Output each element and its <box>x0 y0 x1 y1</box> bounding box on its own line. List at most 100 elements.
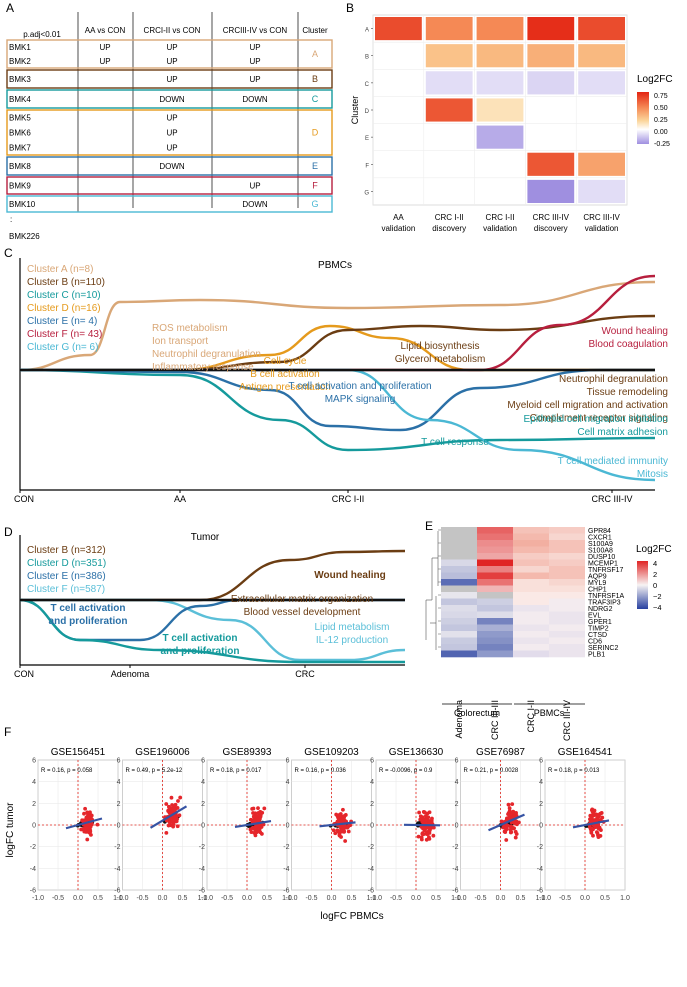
heatmap-cell <box>441 644 477 651</box>
y-tick-label: 0 <box>32 823 36 830</box>
direction-label: UP <box>99 43 110 52</box>
x-tick-label: -0.5 <box>559 895 571 902</box>
x-tick-label: -1.0 <box>201 895 213 902</box>
y-axis-label: Cluster <box>350 96 360 125</box>
legend-entry: Cluster A (n=8) <box>27 264 93 275</box>
data-point <box>333 831 338 836</box>
heatmap-cell <box>441 598 477 606</box>
annotation-text: Cell cycle <box>264 356 307 367</box>
heatmap-cell <box>425 44 473 68</box>
heatmap-cell <box>578 17 625 41</box>
cluster-row-box <box>6 176 333 195</box>
data-point <box>169 795 174 800</box>
legend-tick: 2 <box>653 570 657 579</box>
x-tick-label: -1.0 <box>116 895 128 902</box>
data-point <box>341 807 345 812</box>
dataset-title: GSE136630 <box>389 747 444 758</box>
x-tick-label: -0.5 <box>52 895 64 902</box>
gene-label: MCEMP1 <box>588 561 618 568</box>
x-tick-label: 0.0 <box>158 895 168 902</box>
heatmap-cell <box>477 572 513 580</box>
heatmap-cell <box>578 179 625 203</box>
y-tick-label: -2 <box>199 844 205 851</box>
table-header: CRCI-II vs CON <box>144 26 201 35</box>
direction-label: UP <box>166 129 177 138</box>
cluster-row-box <box>6 89 333 109</box>
heatmap-cell <box>513 644 549 651</box>
heatmap-cell <box>527 44 575 68</box>
gene-label: EVL <box>588 613 601 620</box>
correlation-stat: R = 0.16, p = 0.058 <box>41 768 93 774</box>
data-point <box>251 814 256 819</box>
direction-label: UP <box>166 75 177 84</box>
heatmap-cell <box>441 566 477 573</box>
data-point <box>510 802 515 807</box>
heatmap-cell <box>513 585 549 593</box>
x-tick-label: 1.0 <box>451 895 461 902</box>
data-point <box>503 830 508 835</box>
heatmap-cell <box>549 605 585 612</box>
annotation-text: T cell response <box>421 437 489 448</box>
annotation-text: and proliferation <box>161 646 240 657</box>
heatmap-cell <box>375 17 422 41</box>
y-tick-label: -6 <box>30 888 36 895</box>
legend-tick: 4 <box>653 559 657 568</box>
x-tick-label: 1.0 <box>198 895 208 902</box>
y-tick-label: -2 <box>537 844 543 851</box>
gene-label: CXCR1 <box>588 535 612 542</box>
data-point <box>251 806 256 811</box>
heatmap-cell <box>477 624 513 632</box>
gene-label: PLB1 <box>588 652 605 659</box>
panel-letter-d: D <box>4 525 13 539</box>
x-tick-label: 1.0 <box>113 895 123 902</box>
gene-label: CD6 <box>588 639 602 646</box>
panel-a: Ap.adj<0.01 AA vs CON CRCI-II vs CON CRCIII… <box>6 1 333 241</box>
heatmap-cell <box>441 611 477 619</box>
data-point <box>167 820 172 825</box>
annotation-text: T cell activation and proliferation <box>288 381 431 392</box>
data-point <box>337 833 342 837</box>
heatmap-cell <box>527 179 575 203</box>
table-header: CRCIII-IV vs CON <box>223 26 288 35</box>
heatmap-cell <box>476 44 524 68</box>
legend-title: Log2FC <box>637 74 673 85</box>
gene-label: BMK8 <box>9 162 31 171</box>
table-header: Cluster <box>302 26 328 35</box>
heatmap-cell <box>513 637 549 645</box>
gene-label: GPER1 <box>588 619 612 626</box>
gene-label: S100A8 <box>588 548 613 555</box>
x-tick-label: -1.0 <box>285 895 297 902</box>
heatmap-cell <box>549 533 585 541</box>
legend-colorbar <box>637 92 649 144</box>
y-tick-label: 6 <box>201 758 205 765</box>
data-point <box>421 832 426 837</box>
x-tick-label: CRC I-II <box>332 494 365 504</box>
cluster-row-box <box>6 195 333 213</box>
data-point <box>590 812 595 817</box>
column-label: discovery <box>534 224 568 233</box>
heatmap-cell <box>441 527 477 534</box>
data-point <box>336 819 341 824</box>
heatmap-cell <box>477 650 513 658</box>
x-tick-label: 0.5 <box>178 895 188 902</box>
correlation-stat: R = 0.18, p = 0.017 <box>210 768 262 774</box>
heatmap-cell <box>441 618 477 625</box>
gene-label: NDRG2 <box>588 606 613 613</box>
correlation-stat: R = 0.21, p = 0.0028 <box>464 768 519 774</box>
x-tick-label: -0.5 <box>136 895 148 902</box>
chart-title: Tumor <box>191 532 220 543</box>
x-tick-label: 1.0 <box>282 895 292 902</box>
y-tick-label: 6 <box>286 758 290 765</box>
data-point <box>427 819 432 823</box>
x-tick-label: 1.0 <box>536 895 546 902</box>
y-tick-label: 2 <box>32 801 36 808</box>
cluster-tick: C <box>365 82 370 88</box>
x-tick-label: 1.0 <box>620 895 630 902</box>
y-tick-label: -4 <box>452 866 458 873</box>
trajectory-C <box>19 368 656 452</box>
cluster-label: E <box>312 161 318 171</box>
y-tick-label: 0 <box>539 823 543 830</box>
data-point <box>422 810 427 815</box>
